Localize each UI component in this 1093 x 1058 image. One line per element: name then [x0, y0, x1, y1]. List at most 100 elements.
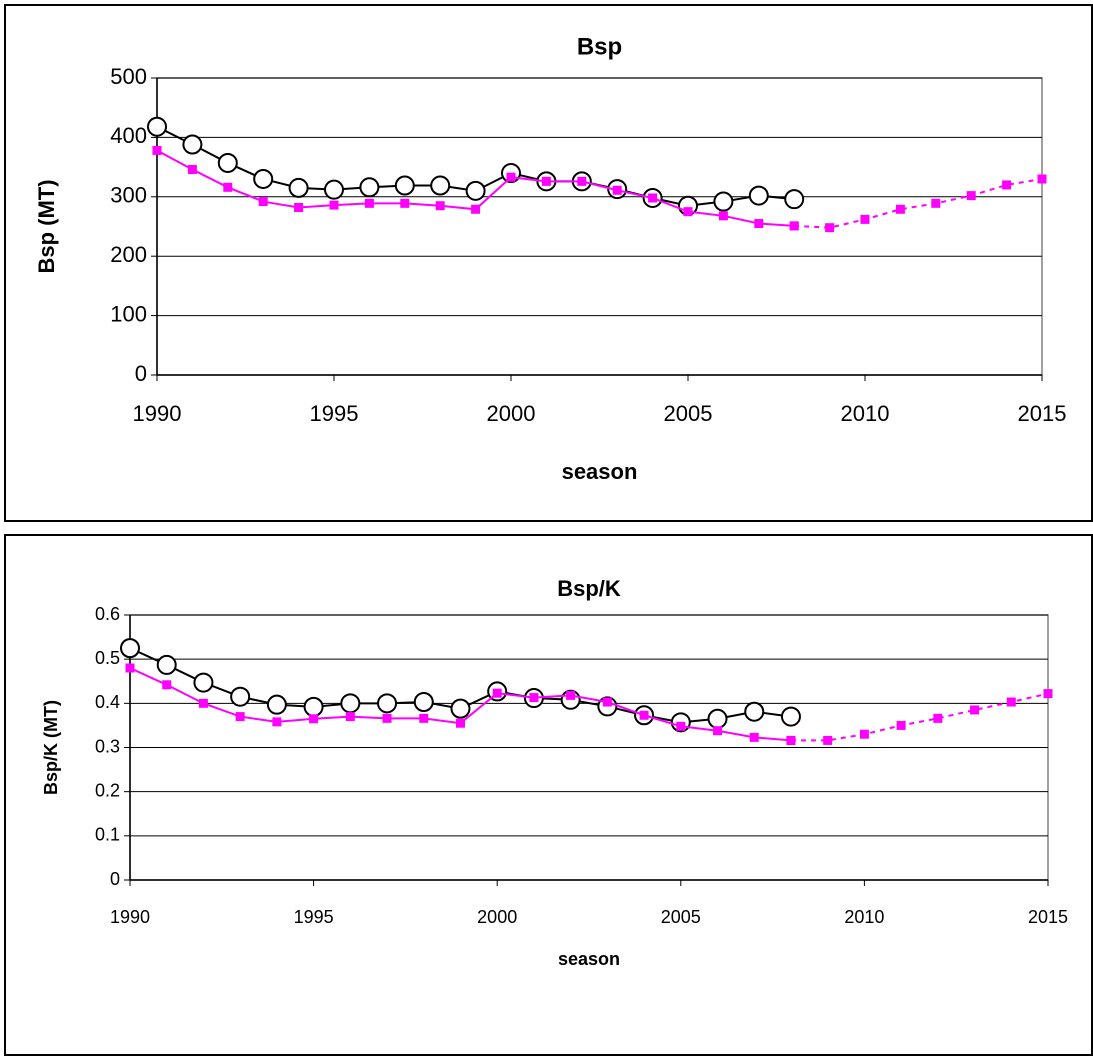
marker	[345, 712, 355, 722]
y-tick-label: 0.3	[95, 736, 120, 756]
marker	[676, 721, 686, 731]
x-tick-label: 1990	[133, 401, 182, 426]
marker	[120, 638, 140, 659]
marker	[413, 692, 434, 713]
marker	[823, 735, 833, 745]
chart: Bsp season Bsp (MT) 0 100 200 300 400 500 1990 199…	[4, 4, 1093, 522]
y-tick-label: 0.2	[95, 780, 120, 800]
marker	[1002, 180, 1012, 190]
marker	[718, 211, 728, 221]
marker	[340, 693, 361, 714]
marker	[198, 698, 208, 708]
marker	[966, 191, 976, 201]
y-tick-label: 500	[110, 64, 147, 89]
marker	[749, 732, 759, 742]
y-axis-label: Bsp/K (MT)	[41, 700, 61, 795]
marker	[223, 182, 233, 192]
marker	[896, 720, 906, 730]
marker	[713, 726, 723, 736]
marker	[744, 701, 765, 722]
y-tick-label: 200	[110, 242, 147, 267]
marker	[859, 729, 869, 739]
marker	[309, 714, 319, 724]
x-tick-label: 2015	[1028, 907, 1068, 927]
marker	[217, 152, 238, 173]
marker	[529, 693, 539, 703]
marker	[471, 204, 481, 214]
y-axis-label: Bsp (MT)	[34, 179, 59, 273]
marker	[266, 694, 287, 715]
marker	[435, 201, 445, 211]
marker	[230, 686, 251, 707]
marker	[1006, 697, 1016, 707]
marker	[933, 713, 943, 723]
marker	[1043, 689, 1053, 699]
marker	[506, 172, 516, 182]
x-tick-label: 2000	[487, 401, 536, 426]
x-axis-label: season	[558, 949, 620, 969]
marker	[450, 698, 471, 719]
marker	[193, 672, 214, 693]
marker	[147, 116, 167, 137]
marker	[786, 735, 796, 745]
x-tick-label: 1990	[110, 907, 150, 927]
marker	[713, 191, 734, 212]
marker	[253, 168, 274, 189]
y-tick-label: 0.1	[95, 825, 120, 845]
marker	[419, 713, 429, 723]
marker	[895, 204, 905, 214]
marker	[324, 179, 344, 200]
y-tick-label: 0.5	[95, 648, 120, 668]
chart-frame	[4, 4, 1093, 522]
y-tick-label: 0.4	[95, 692, 120, 712]
marker	[382, 713, 392, 723]
x-tick-label: 2000	[477, 907, 517, 927]
marker	[860, 214, 870, 224]
marker	[162, 680, 172, 690]
marker	[288, 177, 309, 198]
marker	[612, 185, 622, 195]
marker	[125, 663, 135, 673]
x-axis-label: season	[562, 459, 638, 484]
marker	[1037, 174, 1047, 184]
marker	[683, 207, 693, 217]
marker	[577, 176, 587, 186]
x-tick-label: 2005	[664, 401, 713, 426]
marker	[182, 134, 203, 155]
marker	[780, 706, 801, 727]
chart: Bsp/K season Bsp/K (MT) 0 0.1 0.2 0.3 0.4 0.5 0.6…	[4, 534, 1093, 1056]
marker	[364, 198, 374, 208]
marker	[258, 197, 268, 207]
marker	[566, 690, 576, 700]
x-tick-label: 1995	[294, 907, 334, 927]
chart-frame	[4, 534, 1093, 1056]
y-tick-label: 0.6	[95, 604, 120, 624]
x-tick-label: 2015	[1018, 401, 1067, 426]
marker	[156, 654, 177, 675]
marker	[394, 175, 415, 196]
x-tick-label: 1995	[310, 401, 359, 426]
marker	[639, 710, 649, 720]
marker	[789, 221, 799, 231]
marker	[931, 198, 941, 208]
marker	[359, 177, 380, 198]
marker	[602, 697, 612, 707]
chart-title: Bsp	[577, 33, 622, 60]
marker	[294, 202, 304, 212]
y-tick-label: 0	[110, 869, 120, 889]
marker	[784, 189, 805, 210]
x-tick-label: 2005	[661, 907, 701, 927]
marker	[187, 164, 197, 174]
marker	[377, 693, 398, 714]
series-line	[790, 692, 1049, 742]
marker	[235, 712, 245, 722]
marker	[329, 200, 339, 210]
marker	[754, 219, 764, 229]
marker	[648, 193, 658, 203]
marker	[707, 708, 728, 729]
marker	[748, 185, 769, 206]
marker	[970, 705, 980, 715]
chart-title: Bsp/K	[557, 576, 621, 601]
marker	[455, 718, 465, 728]
